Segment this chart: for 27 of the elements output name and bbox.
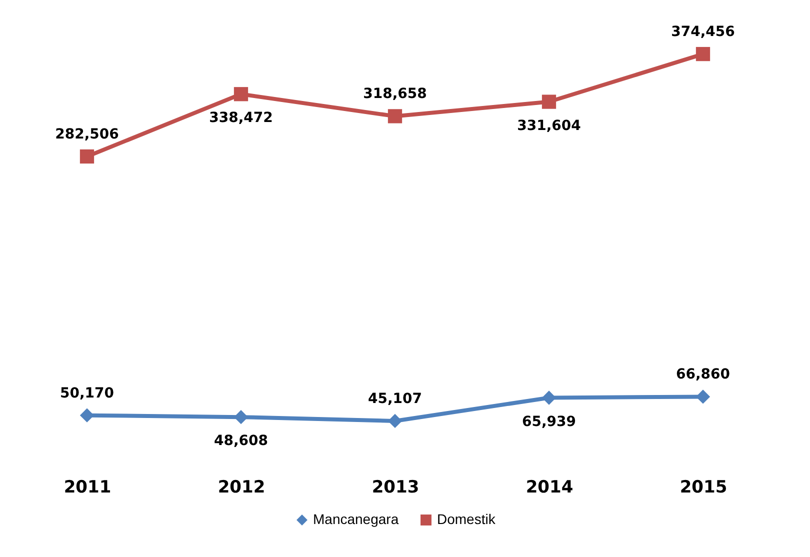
data-label: 48,608 xyxy=(214,433,268,450)
point xyxy=(234,87,248,102)
data-label: 331,604 xyxy=(517,118,582,134)
point xyxy=(542,390,556,405)
x-tick-label: 2012 xyxy=(218,478,266,498)
point xyxy=(388,414,402,428)
point xyxy=(80,149,94,164)
x-tick-label: 2013 xyxy=(372,478,420,498)
data-label: 338,472 xyxy=(209,110,273,126)
data-label: 66,860 xyxy=(676,366,730,383)
point xyxy=(388,109,402,124)
data-label: 374,456 xyxy=(671,24,735,40)
point xyxy=(234,410,248,424)
point xyxy=(696,46,710,62)
legend-label: Mancanegara xyxy=(313,511,399,527)
data-label: 45,107 xyxy=(368,390,422,407)
legend-label: Domestik xyxy=(437,511,496,527)
data-label: 65,939 xyxy=(522,414,576,430)
data-label: 50,170 xyxy=(60,385,114,402)
data-label: 318,658 xyxy=(363,86,427,102)
data-label: 282,506 xyxy=(55,126,119,142)
x-tick-label: 2015 xyxy=(680,478,728,498)
point xyxy=(80,408,94,422)
x-tick-label: 2011 xyxy=(64,478,112,498)
point xyxy=(696,390,710,404)
x-tick-label: 2014 xyxy=(526,478,574,498)
point xyxy=(542,94,556,109)
